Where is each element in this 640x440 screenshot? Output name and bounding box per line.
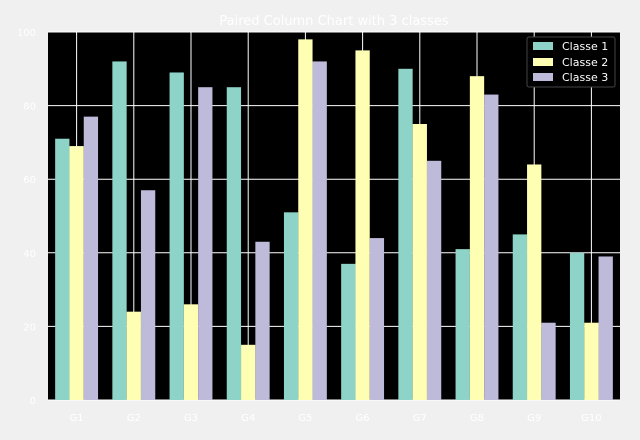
chart-title: Paired Column Chart with 3 classes [219,14,448,29]
bar [569,252,585,400]
bar [312,61,327,400]
x-tick-label: G2 [127,413,141,424]
bar [398,68,413,401]
bar [69,146,84,400]
x-tick-label: G7 [413,413,427,424]
y-tick-label: 20 [23,322,36,333]
axis-ticks: 0 20 40 60 80 100 G1 G2 G3 G4 G5 G6 G7 G8 G9 G10 [17,28,602,424]
legend-entry: Classe 2 [533,56,608,69]
bars [55,39,613,401]
bar [426,160,442,400]
bar [226,87,242,400]
legend-entry: Classe 3 [533,71,608,84]
bar [169,72,184,400]
legend-label: Classe 1 [562,40,608,53]
bar [55,138,70,400]
bar [183,304,199,400]
legend: Classe 1 Classe 2 Classe 3 [526,36,616,88]
bar [355,50,370,401]
bar [484,94,499,400]
legend-swatch [533,58,553,66]
bar [126,311,141,400]
x-tick-label: G9 [527,413,541,424]
x-tick-label: G5 [298,413,312,424]
bar [584,322,599,400]
y-tick-label: 0 [30,396,36,407]
x-tick-label: G8 [470,413,484,424]
bar [341,263,356,400]
y-tick-label: 40 [23,249,36,260]
bar [527,164,542,400]
legend-swatch [533,73,553,81]
legend-swatch [533,42,553,50]
bar [469,76,485,400]
bar [541,322,556,400]
legend-entry: Classe 1 [533,40,608,53]
bar [83,116,99,400]
bar [412,124,427,400]
x-tick-label: G4 [241,413,255,424]
y-tick-label: 60 [23,175,36,186]
bar [283,212,299,400]
bar [241,344,256,400]
bar [255,241,270,400]
bar [198,87,213,400]
bar [298,39,313,401]
x-tick-label: G6 [356,413,370,424]
legend-label: Classe 3 [562,71,608,84]
bar [140,190,156,400]
bar [455,249,470,400]
bar [512,234,528,400]
legend-label: Classe 2 [562,56,608,69]
x-tick-label: G1 [70,413,84,424]
bar [369,238,385,400]
x-tick-label: G10 [581,413,601,424]
x-tick-label: G3 [184,413,198,424]
bar [598,256,613,400]
bar [112,61,127,400]
y-tick-label: 100 [17,28,36,39]
y-tick-label: 80 [23,102,36,113]
